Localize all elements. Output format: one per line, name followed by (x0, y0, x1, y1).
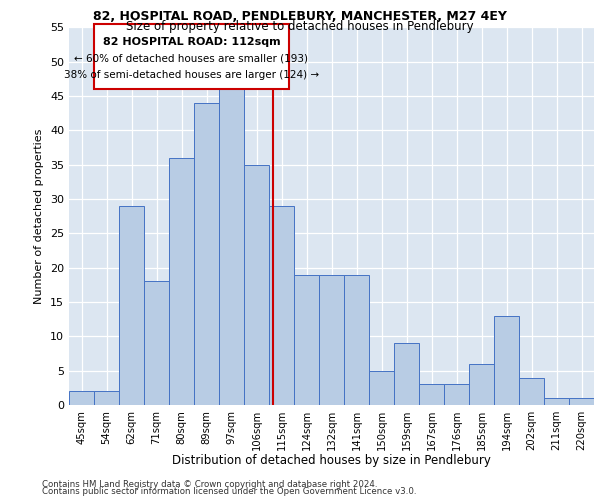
Text: ← 60% of detached houses are smaller (193): ← 60% of detached houses are smaller (19… (74, 53, 308, 63)
Y-axis label: Number of detached properties: Number of detached properties (34, 128, 44, 304)
Bar (269, 206, 294, 405)
Bar (244, 165, 269, 405)
Bar (344, 274, 369, 405)
X-axis label: Distribution of detached houses by size in Pendlebury: Distribution of detached houses by size … (172, 454, 491, 468)
Text: Size of property relative to detached houses in Pendlebury: Size of property relative to detached ho… (126, 20, 474, 33)
Bar (169, 158, 194, 405)
Text: 38% of semi-detached houses are larger (124) →: 38% of semi-detached houses are larger (… (64, 70, 319, 80)
Bar (319, 274, 344, 405)
Text: Contains HM Land Registry data © Crown copyright and database right 2024.: Contains HM Land Registry data © Crown c… (42, 480, 377, 489)
Bar (219, 90, 244, 405)
Bar (369, 370, 394, 405)
Bar (419, 384, 444, 405)
Bar (494, 316, 519, 405)
Bar (444, 384, 469, 405)
Bar (469, 364, 494, 405)
Bar (119, 206, 144, 405)
Text: 82, HOSPITAL ROAD, PENDLEBURY, MANCHESTER, M27 4EY: 82, HOSPITAL ROAD, PENDLEBURY, MANCHESTE… (93, 10, 507, 23)
Text: 82 HOSPITAL ROAD: 112sqm: 82 HOSPITAL ROAD: 112sqm (103, 36, 280, 46)
Bar (519, 378, 544, 405)
Bar (69, 392, 94, 405)
Bar (394, 343, 419, 405)
Bar (194, 103, 219, 405)
Bar (569, 398, 594, 405)
Bar (94, 392, 119, 405)
Bar (294, 274, 319, 405)
Bar (544, 398, 569, 405)
FancyBboxPatch shape (94, 24, 289, 90)
Text: Contains public sector information licensed under the Open Government Licence v3: Contains public sector information licen… (42, 487, 416, 496)
Bar (144, 282, 169, 405)
